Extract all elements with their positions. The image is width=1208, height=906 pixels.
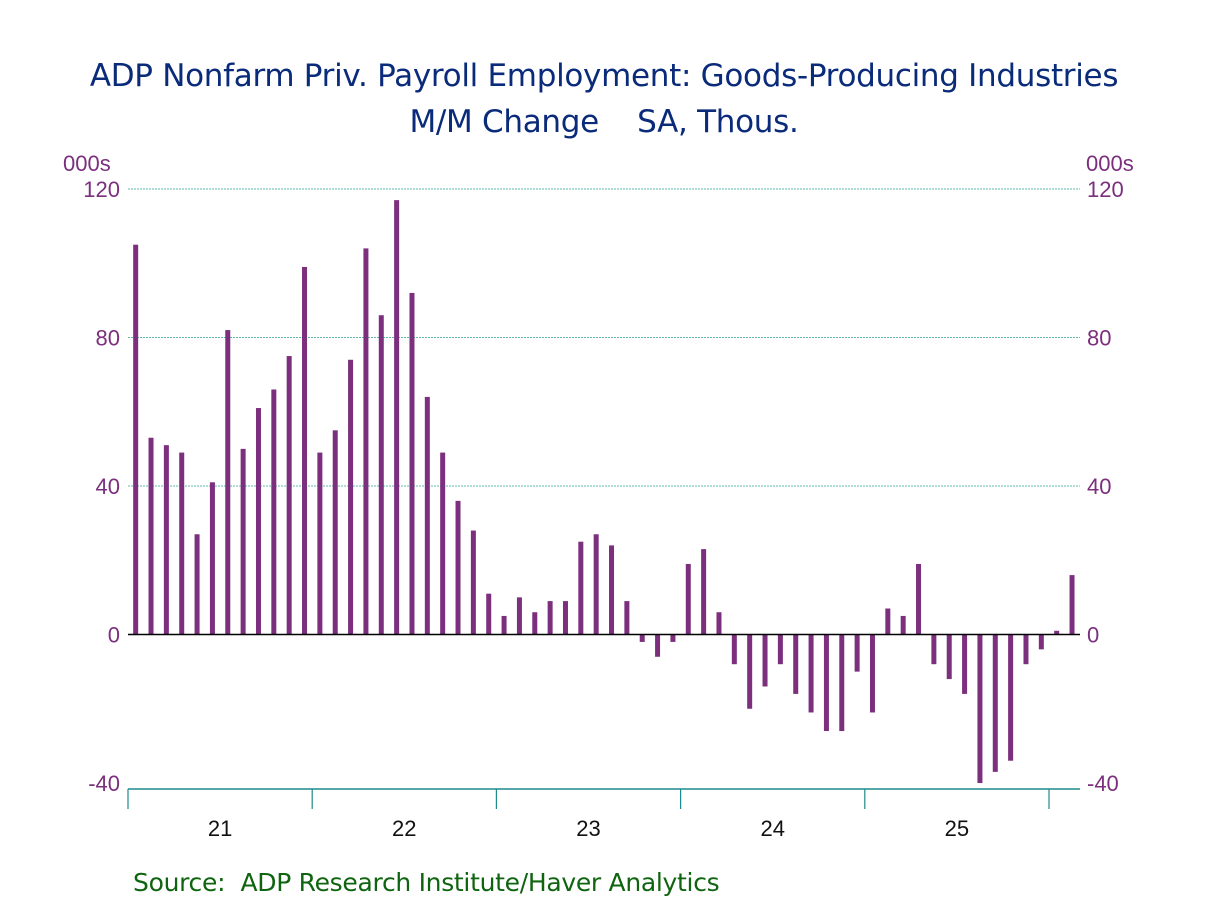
x-tick-label: 23	[576, 816, 600, 841]
bar	[225, 330, 231, 635]
bar	[1008, 634, 1014, 761]
bar	[455, 500, 461, 635]
y-tick-label-right: 80	[1087, 326, 1111, 351]
bar	[209, 482, 215, 635]
bar	[655, 634, 661, 657]
y-tick-label-left: 40	[96, 474, 120, 499]
y-tick-label-left: 0	[108, 623, 120, 648]
x-tick-label: 24	[760, 816, 784, 841]
x-tick-label: 25	[945, 816, 969, 841]
bar	[163, 445, 169, 635]
y-tick-label-left: 120	[83, 177, 120, 202]
bar	[348, 359, 354, 635]
bar	[624, 601, 630, 635]
bar	[762, 634, 768, 687]
bar	[747, 634, 753, 709]
bar	[378, 315, 384, 635]
bar	[133, 244, 139, 635]
bar	[409, 292, 415, 635]
bars	[133, 200, 1075, 783]
bar	[394, 200, 400, 635]
bar	[516, 597, 522, 635]
bar	[501, 615, 507, 635]
y-axis-unit-left: 000s	[63, 151, 111, 176]
axes	[127, 633, 1080, 809]
bar	[424, 396, 430, 635]
bar	[562, 601, 568, 635]
chart-subtitle: M/M Change SA, Thous.	[409, 104, 799, 140]
bar	[593, 534, 599, 635]
bar	[716, 612, 722, 635]
bar	[255, 408, 261, 635]
bar	[916, 563, 922, 635]
bar	[578, 541, 584, 635]
bar	[931, 634, 937, 665]
bar	[808, 634, 814, 713]
bar	[701, 549, 707, 635]
bar	[839, 634, 845, 732]
y-tick-label-left: 80	[96, 326, 120, 351]
bar	[1038, 634, 1044, 650]
bar	[992, 634, 998, 772]
bar	[685, 563, 691, 635]
bar	[486, 593, 492, 635]
x-tick-label: 21	[208, 816, 232, 841]
bar	[317, 452, 323, 635]
bar	[302, 266, 308, 635]
y-axis-unit-right: 000s	[1086, 151, 1134, 176]
bar	[532, 612, 538, 635]
bar	[639, 634, 645, 642]
bar	[609, 545, 615, 635]
y-tick-label-left: -40	[88, 771, 120, 796]
bar	[1023, 634, 1029, 665]
y-tick-label-right: 40	[1087, 474, 1111, 499]
x-tick-label: 22	[392, 816, 416, 841]
bar	[854, 634, 860, 672]
bar	[194, 534, 200, 635]
bar	[885, 608, 891, 635]
bar	[271, 389, 277, 635]
bar	[900, 615, 906, 635]
bar	[148, 437, 154, 635]
y-tick-label-right: 120	[1087, 177, 1124, 202]
bar	[823, 634, 829, 732]
source-note: Source: ADP Research Institute/Haver Ana…	[133, 868, 720, 897]
bar	[731, 634, 737, 665]
bar	[547, 601, 553, 635]
bar	[1069, 575, 1075, 635]
bar	[946, 634, 952, 680]
bar	[1054, 630, 1060, 635]
bar	[286, 356, 292, 635]
bar	[179, 452, 185, 635]
bar	[962, 634, 968, 694]
bar	[977, 634, 983, 783]
y-tick-label-right: -40	[1087, 771, 1119, 796]
bar	[440, 452, 446, 635]
bar	[363, 248, 369, 635]
chart-title: ADP Nonfarm Priv. Payroll Employment: Go…	[89, 58, 1119, 94]
y-tick-label-right: 0	[1087, 623, 1099, 648]
bar	[793, 634, 799, 694]
bar	[777, 634, 783, 665]
bar	[869, 634, 875, 713]
bar	[670, 634, 676, 642]
bar	[332, 430, 338, 635]
bar	[240, 448, 246, 635]
gridlines	[128, 188, 1080, 487]
bar	[470, 530, 476, 635]
